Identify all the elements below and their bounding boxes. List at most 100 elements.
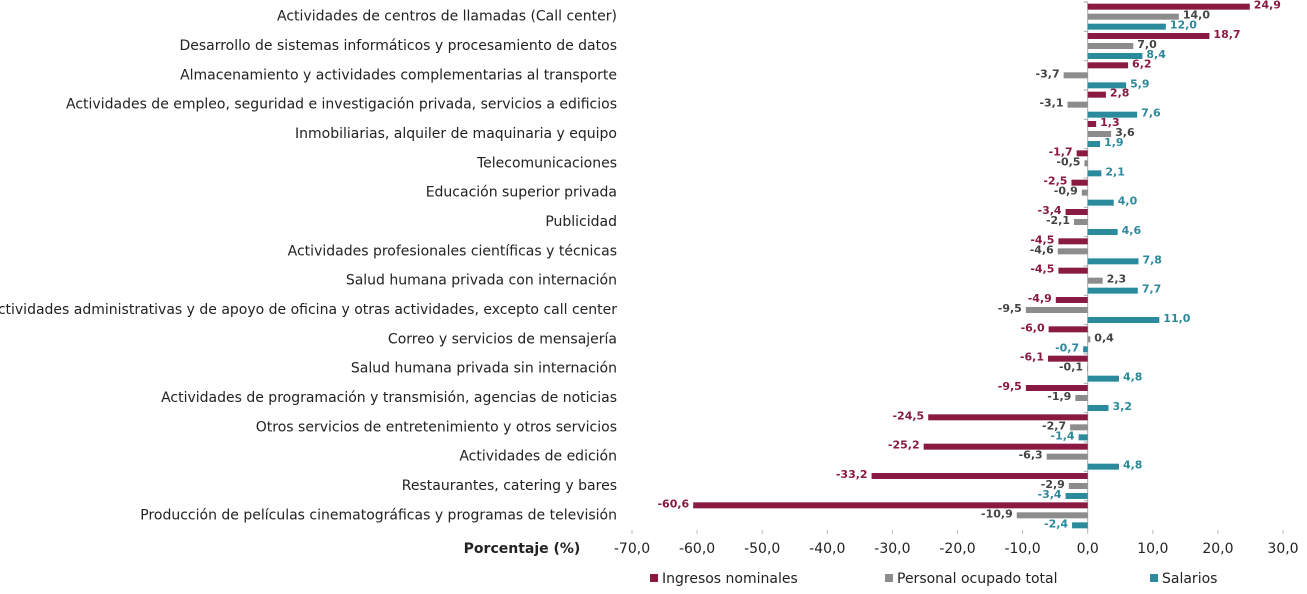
value-label: 3,6	[1115, 126, 1135, 139]
bar	[1087, 43, 1134, 49]
bar	[1058, 238, 1088, 245]
value-label: -4,5	[1030, 233, 1054, 246]
bar	[1071, 179, 1088, 186]
bar	[1087, 53, 1143, 59]
legend-swatch	[1150, 574, 1158, 582]
bar	[1087, 336, 1091, 343]
bar	[1081, 189, 1088, 196]
value-label: -3,4	[1038, 204, 1062, 217]
value-label: 12,0	[1170, 19, 1197, 32]
category-label: Actividades de edición	[459, 449, 617, 465]
value-label: -2,1	[1046, 214, 1070, 227]
legend-label: Salarios	[1162, 571, 1217, 587]
value-label: -6,0	[1021, 321, 1045, 334]
x-tick-label: -30,0	[874, 541, 910, 557]
bar	[1055, 297, 1088, 303]
value-label: -1,9	[1047, 390, 1071, 403]
value-label: 1,3	[1100, 116, 1120, 129]
bar	[1048, 326, 1088, 333]
bar	[1087, 121, 1097, 127]
bar	[1087, 62, 1129, 69]
value-label: -2,4	[1044, 517, 1068, 530]
value-label: 5,9	[1130, 77, 1150, 90]
category-label: Telecomunicaciones	[476, 155, 617, 171]
value-label: -2,7	[1042, 419, 1066, 432]
value-label: -24,5	[892, 409, 924, 422]
value-label: -6,3	[1019, 449, 1043, 462]
bar	[1087, 13, 1179, 20]
bar	[1072, 522, 1088, 529]
value-label: -10,9	[981, 507, 1013, 520]
value-label: -4,9	[1028, 292, 1052, 305]
category-label: Producción de películas cinematográficas…	[140, 507, 617, 523]
bar	[1087, 277, 1103, 284]
bar	[1058, 267, 1088, 274]
bar	[1057, 248, 1088, 255]
bar	[1025, 307, 1088, 313]
category-label: Actividades administrativas y de apoyo d…	[0, 302, 617, 318]
bar	[1087, 3, 1250, 10]
value-label: -0,9	[1054, 185, 1078, 198]
bar	[1087, 131, 1112, 137]
bar	[1083, 346, 1088, 353]
bar	[1087, 375, 1119, 382]
category-label: Correo y servicios de mensajería	[388, 331, 617, 347]
value-label: -3,7	[1036, 67, 1060, 80]
category-label: Actividades de programación y transmisió…	[161, 390, 617, 406]
category-label: Actividades profesionales científicas y …	[288, 243, 617, 259]
bar	[928, 414, 1088, 421]
bar	[1063, 72, 1088, 79]
value-label: 24,9	[1254, 0, 1281, 12]
value-label: -2,5	[1043, 175, 1067, 188]
category-label: Salud humana privada con internación	[346, 273, 617, 289]
bar	[1084, 160, 1088, 167]
value-label: -25,2	[888, 439, 920, 452]
value-label: -4,5	[1030, 263, 1054, 276]
bar	[1087, 463, 1119, 470]
bar	[1087, 229, 1118, 235]
category-label: Desarrollo de sistemas informáticos y pr…	[179, 38, 617, 54]
value-label: -0,1	[1059, 361, 1083, 374]
value-label: 4,6	[1122, 224, 1142, 237]
bar	[1047, 355, 1088, 362]
value-label: 2,8	[1110, 87, 1130, 100]
category-label: Salud humana privada sin internación	[351, 361, 617, 377]
value-label: 11,0	[1163, 312, 1190, 325]
bar	[1087, 199, 1114, 206]
value-label: 4,8	[1123, 459, 1143, 472]
bar	[1087, 317, 1160, 323]
category-label: Actividades de empleo, seguridad e inves…	[66, 97, 617, 113]
bar	[1087, 170, 1102, 177]
value-label: 1,9	[1104, 136, 1124, 149]
value-label: -2,9	[1041, 478, 1065, 491]
category-label: Educación superior privada	[426, 185, 617, 201]
value-label: -9,5	[998, 380, 1022, 393]
x-axis-label: Porcentaje (%)	[464, 541, 581, 557]
bar	[1087, 33, 1210, 39]
value-label: -33,2	[836, 468, 868, 481]
bar	[1076, 150, 1088, 157]
value-label: 0,4	[1094, 331, 1114, 344]
bar	[1016, 512, 1088, 519]
bar	[1074, 219, 1088, 225]
category-label: Restaurantes, catering y bares	[402, 478, 617, 494]
category-label: Otros servicios de entretenimiento y otr…	[256, 419, 617, 435]
bar	[923, 443, 1088, 450]
legend-swatch	[885, 574, 893, 582]
value-label: -3,1	[1039, 97, 1063, 110]
bar	[1025, 385, 1088, 391]
value-label: 4,8	[1123, 371, 1143, 384]
bar	[1087, 365, 1088, 372]
category-label: Publicidad	[545, 214, 617, 230]
value-label: -1,4	[1051, 429, 1075, 442]
bar	[1067, 101, 1088, 108]
value-label: 2,3	[1107, 273, 1127, 286]
value-label: 4,0	[1118, 195, 1138, 208]
bar	[1087, 141, 1101, 147]
bar	[1065, 209, 1088, 215]
value-label: -4,6	[1030, 243, 1054, 256]
bar	[1087, 82, 1127, 89]
bar	[1046, 453, 1088, 460]
x-tick-label: 30,0	[1267, 541, 1298, 557]
